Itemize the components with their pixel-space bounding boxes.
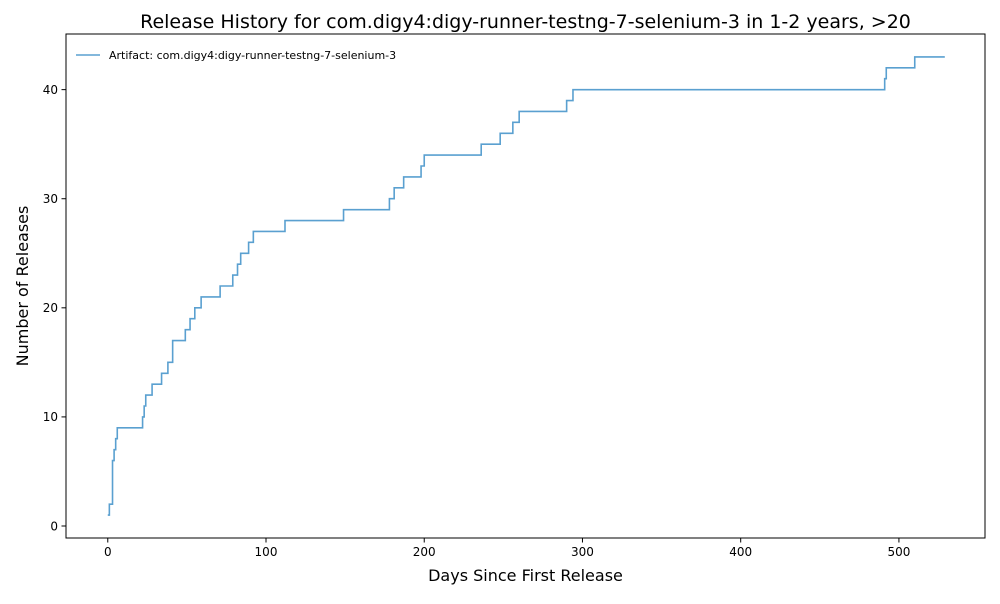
plot-layer: [107, 56, 945, 516]
x-tick-label: 300: [571, 545, 594, 559]
axes-layer: 0 100 200 300 400 500 0 10 20 30 40: [43, 33, 986, 559]
legend: Artifact: com.digy4:digy-runner-testng-7…: [76, 49, 396, 62]
plot-frame: [65, 33, 986, 539]
x-axis-label: Days Since First Release: [428, 566, 623, 585]
x-tick-label: 200: [413, 545, 436, 559]
y-tick-label: 0: [50, 519, 58, 533]
chart-title: Release History for com.digy4:digy-runne…: [140, 11, 911, 33]
x-tick-label: 100: [255, 545, 278, 559]
series-line-0: [107, 56, 945, 516]
x-tick-label: 400: [729, 545, 752, 559]
x-tick-label: 0: [104, 545, 112, 559]
y-axis-label: Number of Releases: [13, 206, 32, 367]
x-tick-label: 500: [887, 545, 910, 559]
y-tick-label: 20: [43, 301, 58, 315]
y-tick-label: 30: [43, 192, 58, 206]
legend-label: Artifact: com.digy4:digy-runner-testng-7…: [109, 49, 396, 62]
y-tick-label: 40: [43, 83, 58, 97]
y-tick-label: 10: [43, 410, 58, 424]
